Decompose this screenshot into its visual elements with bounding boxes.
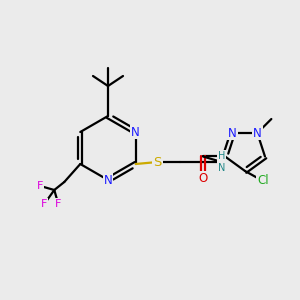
Text: N: N (131, 125, 140, 139)
Text: N: N (228, 127, 237, 140)
Text: O: O (198, 172, 208, 185)
Text: H
N: H N (218, 151, 225, 173)
Text: N: N (253, 127, 262, 140)
Text: F: F (37, 181, 44, 191)
Text: Cl: Cl (257, 175, 269, 188)
Text: S: S (154, 155, 162, 169)
Text: F: F (41, 199, 47, 209)
Text: N: N (103, 173, 112, 187)
Text: F: F (55, 199, 61, 209)
